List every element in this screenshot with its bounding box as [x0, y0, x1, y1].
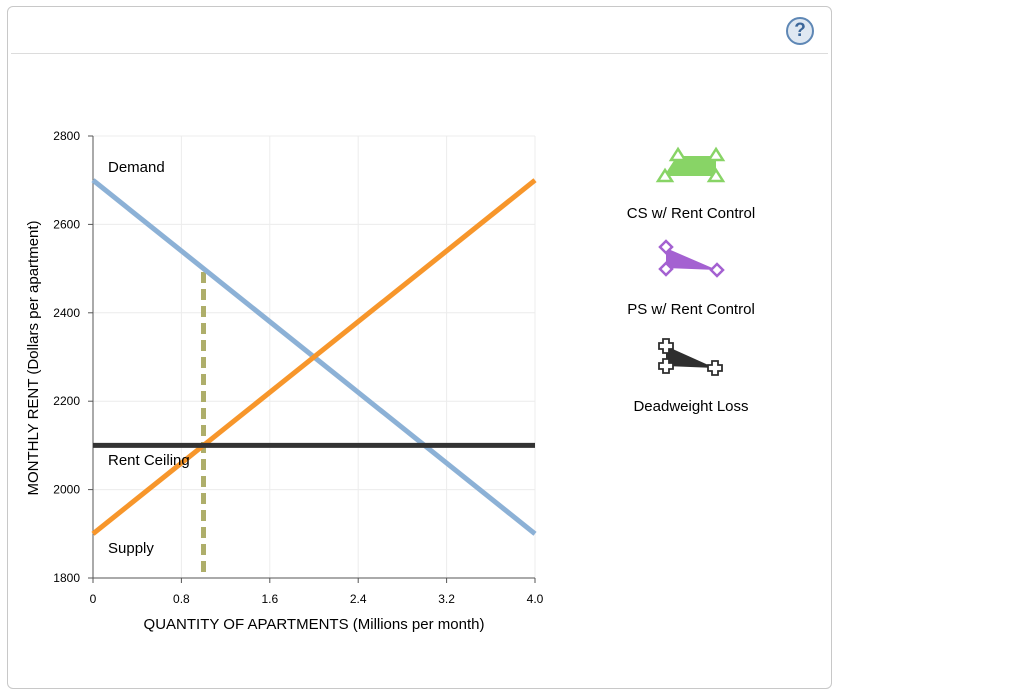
legend-cs-label: CS w/ Rent Control [627, 205, 755, 222]
legend-dwl-label: Deadweight Loss [633, 398, 748, 415]
x-tick-label: 1.6 [261, 592, 278, 606]
y-tick-label: 2000 [53, 483, 80, 497]
triangle-markers-icon [655, 146, 726, 183]
y-tick-label: 2600 [53, 217, 80, 231]
supply-curve[interactable] [91, 178, 537, 536]
x-axis-title: QUANTITY OF APARTMENTS (Millions per mon… [144, 616, 485, 633]
rent-ceiling-label: Rent Ceiling [108, 452, 190, 469]
y-tick-label: 2800 [53, 129, 80, 143]
legend-dwl-tool[interactable]: Deadweight Loss [633, 338, 749, 415]
legend-ps-tool[interactable]: PS w/ Rent Control [627, 239, 755, 318]
y-axis [88, 135, 94, 579]
y-tick-label: 1800 [53, 571, 80, 585]
y-tick-label: 2400 [53, 306, 80, 320]
x-tick-label: 2.4 [350, 592, 367, 606]
supply-label: Supply [108, 540, 154, 557]
help-button[interactable]: ? [786, 17, 814, 45]
diamond-markers-icon [658, 239, 725, 278]
graph-panel: ? [7, 6, 832, 689]
dwl-shape-icon [666, 346, 715, 368]
panel-header: ? [11, 7, 828, 54]
x-tick-label: 4.0 [527, 592, 544, 606]
x-axis [92, 577, 536, 583]
x-tick-label: 0.8 [173, 592, 190, 606]
x-tick-label: 3.2 [438, 592, 455, 606]
cross-markers-icon [658, 338, 723, 376]
legend-cs-tool[interactable]: CS w/ Rent Control [627, 146, 755, 222]
question-mark-icon: ? [794, 20, 806, 41]
legend-ps-label: PS w/ Rent Control [627, 301, 755, 318]
y-tick-label: 2200 [53, 394, 80, 408]
ps-shape-icon [666, 248, 717, 270]
y-axis-title: MONTHLY RENT (Dollars per apartment) [25, 220, 42, 495]
demand-label: Demand [108, 159, 165, 176]
gridlines [93, 135, 536, 578]
x-tick-label: 0 [90, 592, 97, 606]
